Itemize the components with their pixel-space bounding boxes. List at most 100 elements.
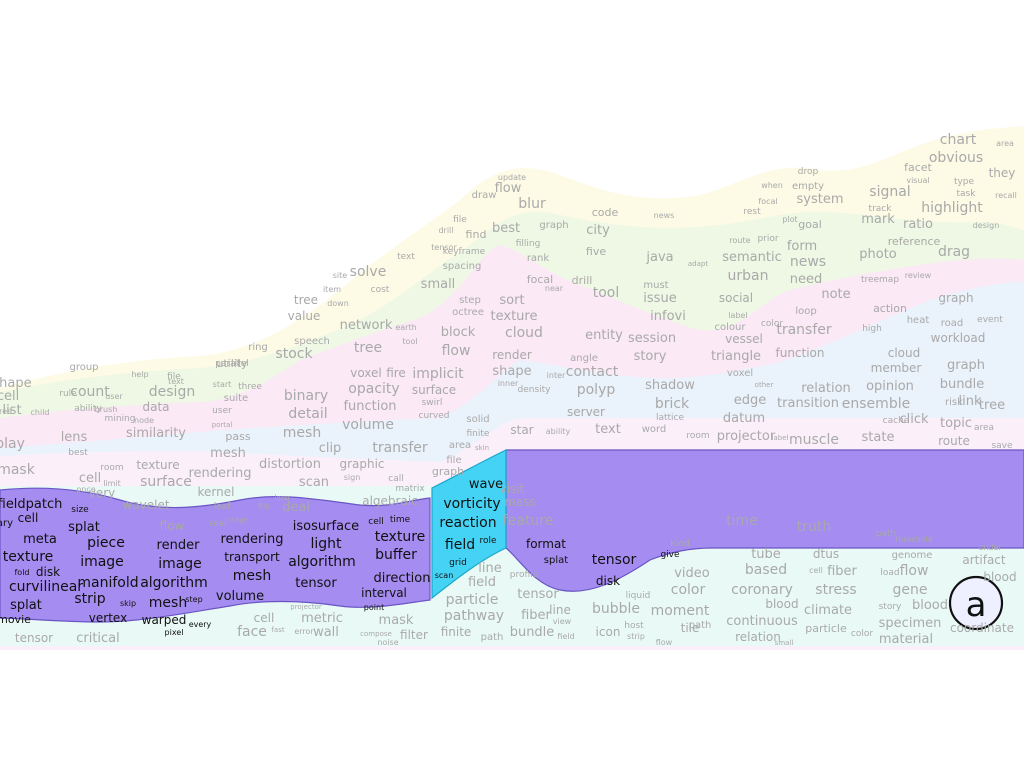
pale-topic-word: room (100, 463, 123, 473)
purple-topic-word: warped (142, 613, 187, 627)
purple-topic-word: curvilinear (9, 579, 83, 595)
yellow-topic-word: obvious (929, 150, 983, 166)
yellow-topic-word: goal (798, 218, 822, 231)
yellow-topic-word: ratio (903, 217, 933, 232)
pale-topic-word: time (726, 513, 758, 529)
yellow-topic-word: adapt (688, 260, 708, 268)
mint-topic-word: flow (656, 638, 673, 647)
yellow-topic-word: filling (516, 239, 541, 249)
mint-topic-word: field (557, 632, 574, 641)
cyan-topic-word: role (479, 536, 497, 546)
pale-topic-word: surface (140, 474, 192, 490)
cyan-highlight-topic[interactable] (431, 449, 507, 600)
mint-topic-word: host (624, 621, 644, 631)
green-topic-word: utility (216, 357, 248, 370)
yellow-topic-word: highlight (921, 200, 983, 216)
green-topic-word: rule (59, 389, 77, 399)
green-topic-word: block (441, 325, 476, 340)
green-topic-word: tree (0, 407, 12, 416)
pink-topic-word: skin (475, 444, 489, 452)
purple-topic-word: interval (361, 586, 407, 600)
purple-topic-word: time (390, 515, 411, 525)
pink-topic-word: angle (570, 353, 598, 364)
pink-topic-word: surface (412, 383, 456, 397)
yellow-topic-word: mark (861, 212, 895, 227)
yellow-topic-word: keyframe (443, 247, 486, 257)
yellow-topic-word: focal (758, 197, 777, 206)
yellow-topic-word: text (397, 252, 415, 262)
purple-highlight-topic[interactable] (0, 487, 431, 623)
pale-topic-word: leaf (214, 502, 232, 512)
purple-topic-word: mesh (149, 595, 187, 611)
pale-topic-word: algebraic (362, 494, 418, 508)
green-topic-word: suite (224, 393, 248, 404)
pink-topic-word: area (449, 440, 471, 451)
purple-topic-word: every (189, 620, 212, 629)
mint-topic-word: view (553, 617, 572, 626)
yellow-topic-word: colour (715, 322, 747, 333)
pink-topic-word: graphic (339, 457, 384, 471)
purple-topic-word: fieldpatch (0, 497, 62, 512)
yellow-topic-word: small (421, 277, 456, 292)
purple-topic-word: give (660, 550, 680, 560)
yellow-topic-word: spacing (443, 261, 482, 272)
pale-topic-word: once (76, 485, 95, 494)
mint-topic-word: cell (809, 566, 823, 575)
yellow-topic-word: near (545, 284, 564, 293)
purple-topic-word: pixel (165, 628, 184, 637)
pink-topic-word: distortion (259, 457, 321, 472)
mint-topic-word: video (674, 566, 710, 581)
green-topic-word: tool (402, 337, 417, 346)
green-topic-word: member (871, 361, 922, 375)
pink-topic-word: shadow (645, 378, 695, 393)
mint-topic-word: gene (893, 582, 928, 598)
pale-topic-word: mass (504, 495, 536, 509)
purple-topic-word: splat (544, 555, 568, 566)
yellow-topic-word: action (873, 302, 907, 315)
green-topic-word: infovi (650, 309, 686, 324)
pink-topic-word: save (991, 441, 1013, 451)
pink-topic-word: voxel (727, 368, 753, 379)
green-topic-word: network (340, 318, 393, 333)
yellow-topic-word: graph (539, 220, 568, 231)
mint-topic-word: coronary (731, 582, 793, 598)
pink-topic-word: shape (492, 364, 531, 379)
pink-topic-word: muscle (789, 432, 839, 448)
mint-topic-word: line (478, 561, 501, 576)
green-topic-word: mining (105, 414, 136, 424)
pink-topic-word: kind (670, 539, 689, 549)
green-topic-word: sort (499, 293, 524, 308)
green-topic-word: story (634, 349, 667, 364)
mint-topic-word: line (549, 603, 571, 617)
pink-topic-word: opinion (866, 379, 914, 394)
purple-topic-word: meta (23, 532, 57, 547)
pale-topic-word: threshold (895, 535, 933, 544)
pink-topic-word: relation (801, 381, 851, 396)
cyan-topic-word: grid (449, 558, 467, 568)
mint-topic-word: flow (900, 563, 929, 579)
purple-highlight-topic-right[interactable] (505, 449, 1024, 592)
yellow-topic-word: five (586, 245, 606, 258)
green-topic-word: session (628, 331, 676, 346)
mint-topic-word: profile (510, 570, 539, 580)
purple-topic-word: movie (0, 613, 31, 626)
cyan-topic-word: wave (469, 477, 503, 492)
mint-topic-word: color (671, 582, 706, 598)
green-topic-word: ability (74, 404, 102, 414)
mint-topic-word: field (468, 575, 496, 590)
pale-topic-word: deal (282, 500, 310, 515)
green-topic-word: three (238, 382, 262, 392)
pink-topic-word: inter (547, 371, 566, 380)
mint-topic-word: particle (446, 592, 499, 608)
purple-topic-word: volume (216, 589, 264, 604)
yellow-topic-word: facet (904, 161, 932, 174)
green-topic-word: ring (248, 342, 268, 353)
purple-topic-word: disk (596, 574, 620, 588)
mint-topic-word: load (880, 568, 899, 578)
yellow-topic-word: when (761, 181, 783, 190)
green-topic-word: design (149, 384, 195, 400)
cyan-topic-word: vorticity (443, 496, 500, 512)
purple-topic-word: splat (10, 598, 42, 613)
mint-topic-word: critical (76, 631, 120, 646)
green-topic-word: data (142, 400, 169, 414)
